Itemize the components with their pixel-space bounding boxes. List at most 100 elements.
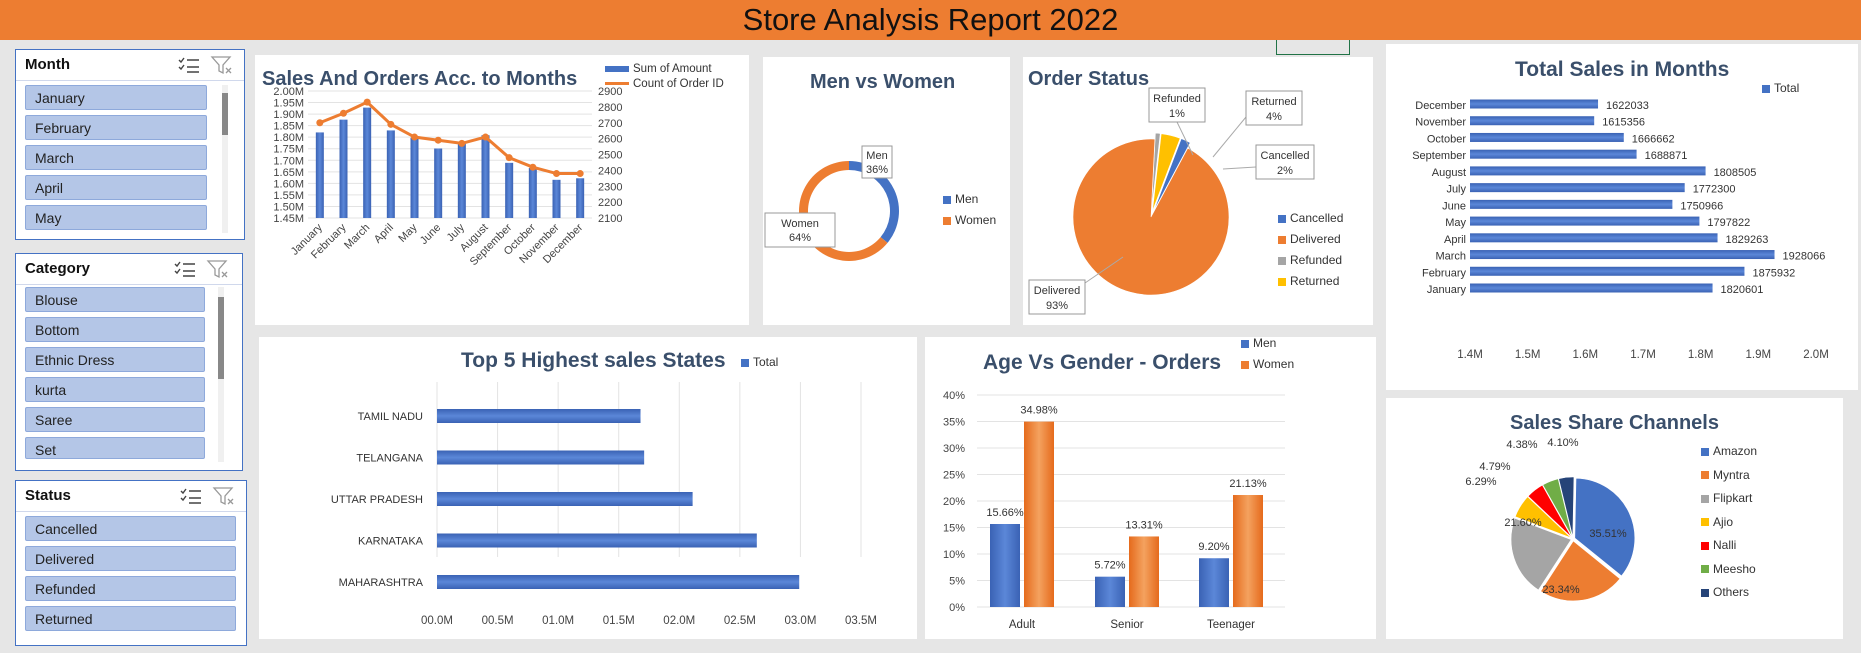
pie-slice: [1558, 476, 1575, 538]
pie-slice: [1510, 517, 1572, 591]
line-point: [411, 133, 418, 141]
chart-sales-orders[interactable]: Sales And Orders Acc. to Months Sum of A…: [255, 55, 749, 325]
slicer-item[interactable]: Saree: [25, 407, 205, 432]
data-label: 4.10%: [1547, 437, 1578, 449]
y2-tick-label: 2400: [598, 165, 622, 177]
y-tick-label: KARNATAKA: [358, 536, 424, 548]
legend-swatch: [1241, 339, 1249, 348]
slicer-item[interactable]: kurta: [25, 377, 205, 402]
bar: [1199, 558, 1229, 607]
x-tick-label: 03.0M: [784, 615, 816, 627]
bar: [1095, 576, 1125, 607]
bar: [990, 524, 1020, 607]
slicer-item[interactable]: Delivered: [25, 546, 236, 571]
legend-swatch: [1701, 588, 1709, 597]
selected-cell[interactable]: [1276, 40, 1350, 55]
y-tick-label: February: [1422, 267, 1467, 279]
multi-select-icon[interactable]: [173, 259, 197, 279]
slicer-item[interactable]: Returned: [25, 606, 236, 631]
clear-filter-icon[interactable]: [206, 259, 230, 279]
data-label: 1928066: [1783, 251, 1826, 263]
bar: [1470, 132, 1624, 142]
y-tick-label: 1.55M: [273, 190, 304, 202]
y-tick-label: 1.75M: [273, 144, 304, 156]
chart-order-status[interactable]: Order Status Refunded 1% Returned 4% Cancell…: [1023, 57, 1373, 325]
slicer-item[interactable]: April: [25, 175, 207, 200]
bar: [528, 167, 537, 218]
scrollbar[interactable]: [218, 287, 224, 462]
legend-item: Flipkart: [1701, 487, 1757, 511]
scrollbar-thumb[interactable]: [222, 93, 228, 135]
y-tick-label: May: [1445, 217, 1466, 229]
legend-item: Myntra: [1701, 464, 1757, 488]
legend-label: Count of Order ID: [633, 78, 724, 90]
pie-slice: [1072, 138, 1230, 296]
clear-filter-icon[interactable]: [212, 486, 236, 506]
slicer-item[interactable]: Set: [25, 437, 205, 459]
y-tick-label: 35%: [943, 417, 965, 429]
bar: [481, 135, 490, 218]
multi-select-icon[interactable]: [179, 486, 203, 506]
y-tick-label: 1.85M: [273, 121, 304, 133]
bar: [434, 148, 443, 218]
data-label: Refunded: [1153, 93, 1201, 105]
slicer-status[interactable]: Status Cancelled Delivered Refunded Retu…: [15, 480, 247, 646]
legend-swatch: [1701, 518, 1709, 527]
bar: [1470, 233, 1718, 243]
slicer-item[interactable]: May: [25, 205, 207, 230]
series-line: [319, 100, 581, 176]
y-tick-label: 20%: [943, 496, 965, 508]
slicer-item[interactable]: Bottom: [25, 317, 205, 342]
clear-filter-icon[interactable]: [210, 55, 234, 75]
legend-item: Cancelled: [1278, 208, 1343, 229]
slicer-item[interactable]: February: [25, 115, 207, 140]
scrollbar-thumb[interactable]: [218, 297, 224, 379]
scrollbar[interactable]: [222, 85, 228, 233]
y-tick-label: 1.95M: [273, 98, 304, 110]
bar: [1470, 250, 1775, 260]
x-tick-label: April: [372, 222, 396, 246]
slicer-item[interactable]: Blouse: [25, 287, 205, 312]
slicer-item[interactable]: Cancelled: [25, 516, 236, 541]
x-tick-label: Senior: [1110, 619, 1143, 631]
data-label: 1666662: [1632, 133, 1675, 145]
slicer-item[interactable]: January: [25, 85, 207, 110]
chart-men-women[interactable]: Men vs Women Men 36% Women 64% Men Women: [763, 57, 1010, 325]
x-tick-label: 1.4M: [1457, 349, 1483, 361]
bar: [1470, 99, 1599, 109]
legend-label: Women: [1253, 357, 1295, 371]
y-tick-label: 15%: [943, 523, 965, 535]
chart-sales-channels[interactable]: Sales Share Channels 35.51% 23.34% 21.60% 6…: [1386, 398, 1843, 639]
data-label: 2%: [1277, 165, 1293, 177]
slicer-title: Category: [25, 260, 91, 277]
chart-legend: Men Women: [1241, 333, 1294, 375]
x-tick-label: May: [396, 221, 420, 245]
bar: [437, 409, 641, 423]
bar: [437, 575, 800, 589]
legend-label: Total: [753, 355, 779, 369]
legend-label: Amazon: [1713, 444, 1758, 458]
legend-swatch: [1701, 541, 1709, 550]
data-label: 1820601: [1721, 284, 1764, 296]
data-label: 21.60%: [1504, 517, 1542, 529]
bar: [1470, 216, 1700, 226]
bar: [1470, 199, 1673, 209]
legend-label: Myntra: [1713, 467, 1750, 482]
chart-legend: Amazon Myntra Flipkart Ajio Nalli Meesho Other…: [1701, 440, 1757, 605]
report-title: Store Analysis Report 2022: [0, 0, 1861, 40]
legend-swatch: [605, 65, 629, 72]
multi-select-icon[interactable]: [177, 55, 201, 75]
slicer-item[interactable]: Refunded: [25, 576, 236, 601]
chart-age-gender[interactable]: Age Vs Gender - Orders Men Women 40% 35% 3…: [925, 336, 1376, 639]
chart-total-sales-months[interactable]: Total Sales in Months Total 1.4M 1.5M 1.6M…: [1386, 44, 1858, 390]
y-tick-label: UTTAR PRADESH: [331, 494, 423, 506]
x-tick-label: 00.5M: [482, 615, 514, 627]
slicer-category[interactable]: Category Blouse Bottom Ethnic Dress kurt…: [15, 253, 243, 471]
slicer-month[interactable]: Month January February March April May: [15, 49, 245, 240]
chart-top-states[interactable]: Top 5 Highest sales States Total 00.0M 00…: [259, 337, 917, 639]
data-label: 4.79%: [1479, 461, 1510, 473]
legend-item: Women: [943, 210, 996, 231]
y-tick-label: October: [1427, 133, 1466, 145]
slicer-item[interactable]: Ethnic Dress: [25, 347, 205, 372]
slicer-item[interactable]: March: [25, 145, 207, 170]
